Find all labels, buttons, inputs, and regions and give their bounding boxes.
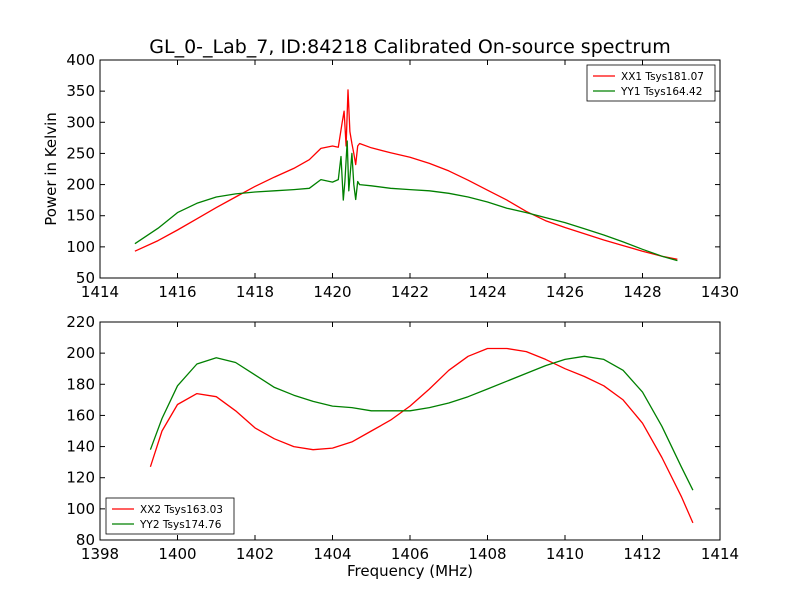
legend-box	[105, 497, 235, 535]
y-tick-label: 200	[66, 176, 95, 194]
legend: XX1 Tsys181.07 YY1 Tsys164.42	[586, 64, 716, 102]
x-tick-label: 1398	[81, 545, 119, 563]
x-tick-label: 1414	[701, 545, 739, 563]
series-line-1	[149, 347, 694, 524]
bottom-spectrum-panel: 1398 1400 1402 1404 1406 1408 1410 1412 1414 80 10…	[66, 313, 739, 580]
y-tick-label: 180	[66, 375, 95, 393]
legend-label: XX1 Tsys181.07	[621, 71, 704, 83]
y-tick-label: 150	[66, 207, 95, 225]
legend: XX2 Tsys163.03 YY2 Tsys174.76	[105, 497, 235, 535]
y-tick-label: 160	[66, 406, 95, 424]
y-tick-label: 50	[76, 269, 95, 287]
y-tick-label: 400	[66, 51, 95, 69]
y-tick-label: 120	[66, 469, 95, 487]
y-tick-label: 80	[76, 531, 95, 549]
y-tick-label: 220	[66, 313, 95, 331]
x-tick-label: 1412	[623, 545, 661, 563]
y-tick-label: 100	[66, 238, 95, 256]
x-tick-label: 1426	[546, 283, 584, 301]
x-tick-label: 1420	[313, 283, 351, 301]
y-tick-label: 250	[66, 144, 95, 162]
x-tick-label: 1404	[313, 545, 351, 563]
x-axis-label: Frequency (MHz)	[347, 562, 473, 580]
x-tick-label: 1418	[236, 283, 274, 301]
legend-label: YY2 Tsys174.76	[139, 519, 222, 531]
figure-title: GL_0-_Lab_7, ID:84218 Calibrated On-sour…	[149, 36, 670, 58]
x-tick-label: 1416	[158, 283, 196, 301]
x-tick-label: 1408	[468, 545, 506, 563]
y-tick-label: 140	[66, 438, 95, 456]
x-tick-label: 1402	[236, 545, 274, 563]
series-line-2	[134, 140, 678, 262]
y-axis-label: Power in Kelvin	[42, 112, 60, 226]
x-tick-label: 1428	[623, 283, 661, 301]
x-tick-label: 1414	[81, 283, 119, 301]
legend-label: XX2 Tsys163.03	[140, 504, 223, 516]
y-tick-label: 100	[66, 500, 95, 518]
y-tick-label: 350	[66, 82, 95, 100]
legend-label: YY1 Tsys164.42	[620, 86, 702, 98]
x-tick-label: 1400	[158, 545, 196, 563]
x-tick-label: 1424	[468, 283, 506, 301]
top-spectrum-panel: 1414 1416 1418 1420 1422 1424 1426 1428 1430 50 10…	[42, 51, 739, 301]
series-line-1	[134, 89, 678, 260]
series-line-2	[149, 355, 694, 491]
x-tick-label: 1422	[391, 283, 429, 301]
x-tick-label: 1406	[391, 545, 429, 563]
x-tick-label: 1410	[546, 545, 584, 563]
x-tick-label: 1430	[701, 283, 739, 301]
y-tick-label: 300	[66, 113, 95, 131]
y-tick-label: 200	[66, 344, 95, 362]
legend-box	[586, 64, 716, 102]
